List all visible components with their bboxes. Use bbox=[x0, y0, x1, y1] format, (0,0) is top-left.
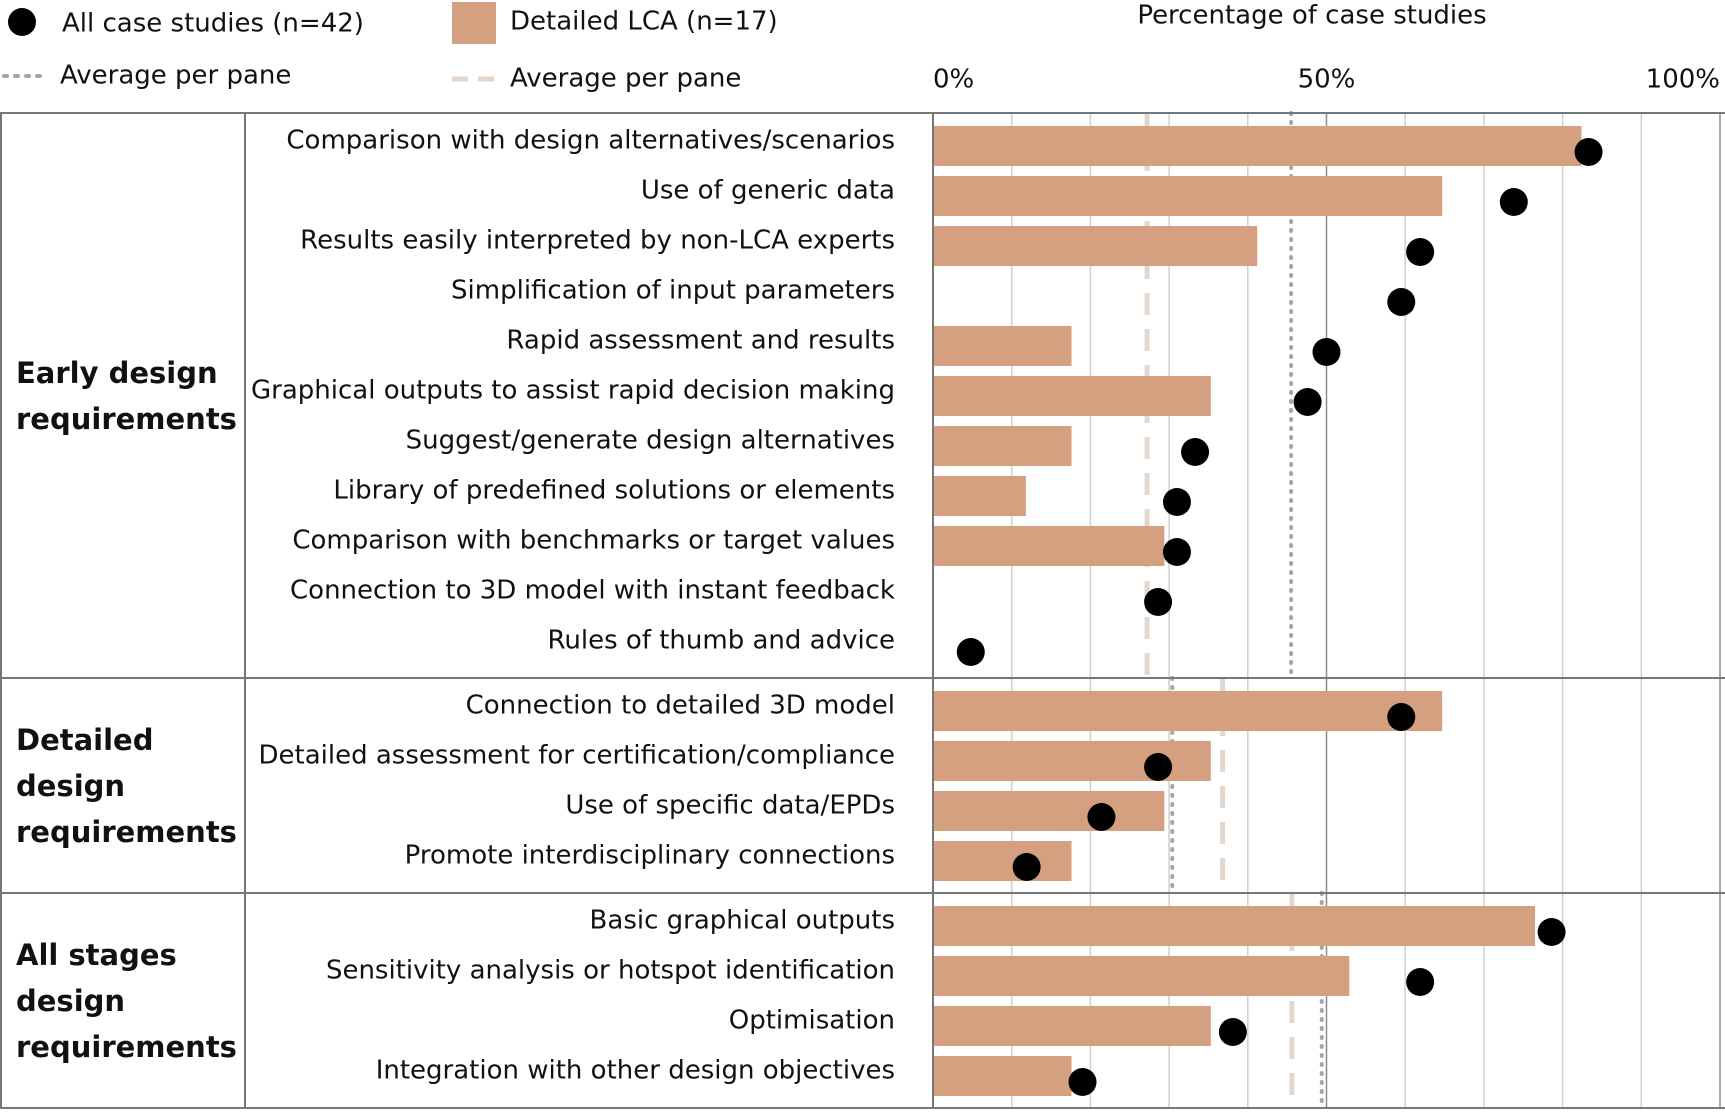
legend-label: Detailed LCA (n=17) bbox=[510, 7, 778, 37]
group-label-box: Early design requirements bbox=[16, 355, 237, 436]
category-label: Rules of thumb and advice bbox=[548, 626, 896, 656]
bar bbox=[933, 376, 1211, 416]
group-label: Early design requirements bbox=[16, 355, 237, 436]
category-label: Comparison with benchmarks or target val… bbox=[292, 526, 895, 556]
category-label: Integration with other design objectives bbox=[376, 1056, 895, 1086]
category-label: Detailed assessment for certification/co… bbox=[259, 741, 896, 771]
x-tick-label: 0% bbox=[933, 65, 974, 95]
bar bbox=[933, 526, 1165, 566]
bar bbox=[933, 1006, 1211, 1046]
legend-dot bbox=[8, 8, 36, 36]
dot bbox=[1218, 1018, 1247, 1046]
dot bbox=[1162, 488, 1191, 516]
dot bbox=[1144, 588, 1173, 616]
category-label: Use of generic data bbox=[641, 176, 895, 206]
bar bbox=[933, 1056, 1072, 1096]
group-label-box: Detailed design requirements bbox=[16, 722, 237, 849]
category-label: Basic graphical outputs bbox=[590, 906, 895, 936]
category-label: Optimisation bbox=[729, 1006, 895, 1036]
category-label: Library of predefined solutions or eleme… bbox=[333, 476, 895, 506]
group-label: All stages design requirements bbox=[16, 937, 237, 1064]
category-label: Connection to 3D model with instant feed… bbox=[290, 576, 895, 606]
dot bbox=[1087, 803, 1116, 831]
dot bbox=[1162, 538, 1191, 566]
x-tick-label: 50% bbox=[1298, 65, 1356, 95]
legend-label: Average per pane bbox=[510, 64, 741, 94]
bar bbox=[933, 476, 1026, 516]
category-label: Connection to detailed 3D model bbox=[466, 691, 895, 721]
dot bbox=[1144, 753, 1173, 781]
bar bbox=[933, 426, 1072, 466]
x-tick-label: 100% bbox=[1646, 65, 1720, 95]
category-label: Comparison with design alternatives/scen… bbox=[286, 126, 895, 156]
x-axis-label: Percentage of case studies bbox=[1137, 1, 1486, 31]
dot bbox=[956, 638, 985, 666]
legend-label: All case studies (n=42) bbox=[62, 9, 364, 39]
bar bbox=[933, 326, 1072, 366]
group-label-box: All stages design requirements bbox=[16, 937, 237, 1064]
category-label: Results easily interpreted by non-LCA ex… bbox=[300, 226, 895, 256]
legend-label: Average per pane bbox=[60, 61, 291, 91]
dot bbox=[1537, 918, 1566, 946]
dot bbox=[1012, 853, 1041, 881]
dot bbox=[1312, 338, 1341, 366]
category-label: Promote interdisciplinary connections bbox=[405, 841, 895, 871]
dot bbox=[1499, 188, 1528, 216]
category-label: Sensitivity analysis or hotspot identifi… bbox=[326, 956, 895, 986]
dot bbox=[1181, 438, 1210, 466]
category-label: Simplification of input parameters bbox=[451, 276, 895, 306]
bar bbox=[933, 956, 1350, 996]
bar bbox=[933, 841, 1072, 881]
dot bbox=[1293, 388, 1322, 416]
dot bbox=[1387, 703, 1416, 731]
legend-swatch bbox=[452, 2, 496, 44]
dot bbox=[1068, 1068, 1097, 1096]
category-label: Suggest/generate design alternatives bbox=[406, 426, 895, 456]
bar bbox=[933, 226, 1258, 266]
dot bbox=[1387, 288, 1416, 316]
dot bbox=[1406, 968, 1435, 996]
dot bbox=[1574, 138, 1603, 166]
category-label: Use of specific data/EPDs bbox=[565, 791, 895, 821]
group-label: Detailed design requirements bbox=[16, 722, 237, 849]
category-label: Graphical outputs to assist rapid decisi… bbox=[251, 376, 895, 406]
bar bbox=[933, 791, 1165, 831]
bar bbox=[933, 176, 1443, 216]
dot bbox=[1406, 238, 1435, 266]
bar bbox=[933, 906, 1536, 946]
bar bbox=[933, 126, 1582, 166]
category-label: Rapid assessment and results bbox=[506, 326, 895, 356]
bar bbox=[933, 691, 1443, 731]
